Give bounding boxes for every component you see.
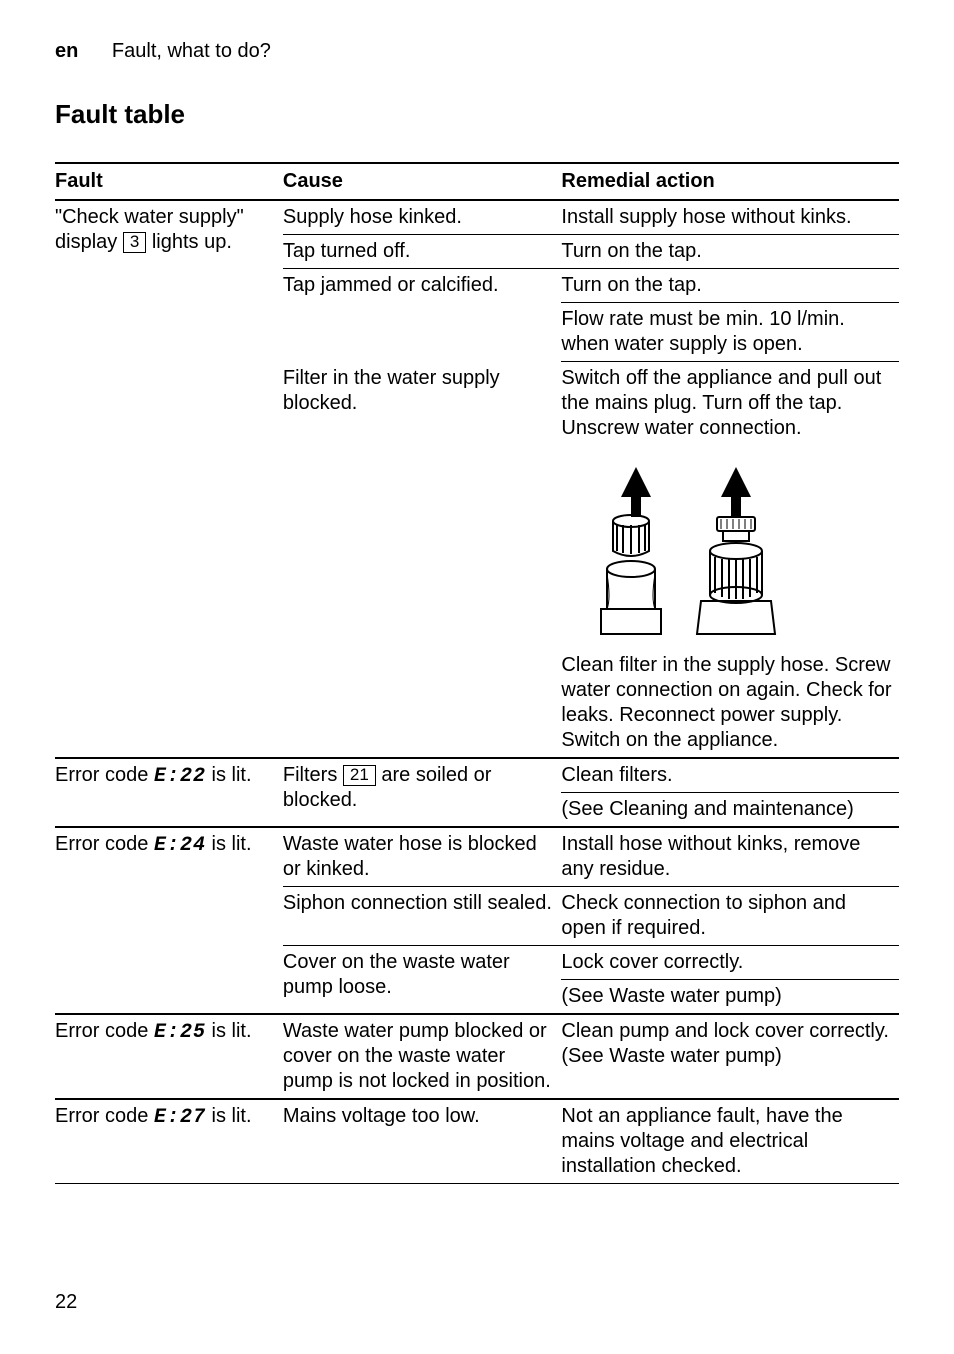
cause-cell: Waste water pump blocked or cover on the… — [283, 1014, 562, 1099]
remedial-cell: Install supply hose without kinks. — [561, 200, 899, 235]
remedial-cell: (See Waste water pump) — [561, 980, 899, 1015]
fault-cell-e25: Error code E:25 is lit. — [55, 1014, 283, 1099]
fault-cell-e27: Error code E:27 is lit. — [55, 1099, 283, 1184]
fault-cell-e24: Error code E:24 is lit. — [55, 827, 283, 1014]
page-number: 22 — [55, 1291, 77, 1314]
col-fault: Fault — [55, 163, 283, 200]
cause-cell: Filter in the water supply blocked. — [283, 362, 562, 759]
filters-ref-box: 21 — [343, 765, 376, 786]
error-code: E:27 — [154, 1106, 206, 1129]
fault-text: is lit. — [206, 1020, 252, 1042]
table-row: Error code E:25 is lit. Waste water pump… — [55, 1014, 899, 1099]
remedial-cell: Not an appliance fault, have the mains v… — [561, 1099, 899, 1184]
fault-text: Error code — [55, 1020, 154, 1042]
table-header-row: Fault Cause Remedial action — [55, 163, 899, 200]
remedial-cell: Install hose without kinks, remove any r… — [561, 827, 899, 887]
cause-cell: Mains voltage too low. — [283, 1099, 562, 1184]
remedial-cell: Clean filters. — [561, 758, 899, 793]
remedial-cell: Flow rate must be min. 10 l/min. when wa… — [561, 303, 899, 362]
table-row: "Check water supply" display 3 lights up… — [55, 200, 899, 235]
display-ref-box: 3 — [123, 232, 146, 253]
fault-text: is lit. — [206, 1105, 252, 1127]
lang-code: en — [55, 40, 78, 62]
cause-cell: Waste water hose is blocked or kinked. — [283, 827, 562, 887]
cause-cell: Filters 21 are soiled or blocked. — [283, 758, 562, 827]
fault-cell-e22: Error code E:22 is lit. — [55, 758, 283, 827]
cause-cell: Tap jammed or calcified. — [283, 269, 562, 362]
page-header: en Fault, what to do? — [55, 40, 899, 63]
section-title: Fault, what to do? — [112, 40, 271, 62]
cause-text: Filters — [283, 764, 343, 786]
illustration-cell — [561, 445, 899, 649]
table-row: Error code E:27 is lit. Mains voltage to… — [55, 1099, 899, 1184]
error-code: E:22 — [154, 765, 206, 788]
cause-cell: Supply hose kinked. — [283, 200, 562, 235]
fault-text: Error code — [55, 833, 154, 855]
remedial-cell: Clean filter in the supply hose. Screw w… — [561, 649, 899, 758]
fault-table: Fault Cause Remedial action "Check water… — [55, 162, 899, 1184]
fault-text: is lit. — [206, 764, 252, 786]
col-cause: Cause — [283, 163, 562, 200]
filter-illustration-icon — [561, 459, 811, 639]
remedial-cell: Turn on the tap. — [561, 235, 899, 269]
fault-text: Error code — [55, 1105, 154, 1127]
fault-text: Error code — [55, 764, 154, 786]
remedial-cell: Clean pump and lock cover correctly. (Se… — [561, 1014, 899, 1099]
remedial-cell: Switch off the appliance and pull out th… — [561, 362, 899, 446]
fault-cell-water-supply: "Check water supply" display 3 lights up… — [55, 200, 283, 758]
fault-text: is lit. — [206, 833, 252, 855]
table-row: Error code E:24 is lit. Waste water hose… — [55, 827, 899, 887]
table-row: Error code E:22 is lit. Filters 21 are s… — [55, 758, 899, 793]
remedial-cell: Lock cover correctly. — [561, 946, 899, 980]
cause-cell: Tap turned off. — [283, 235, 562, 269]
remedial-cell: Turn on the tap. — [561, 269, 899, 303]
error-code: E:25 — [154, 1021, 206, 1044]
error-code: E:24 — [154, 834, 206, 857]
cause-cell: Cover on the waste water pump loose. — [283, 946, 562, 1015]
cause-cell: Siphon connection still sealed. — [283, 887, 562, 946]
fault-table-heading: Fault table — [55, 99, 899, 130]
col-remedial: Remedial action — [561, 163, 899, 200]
remedial-cell: Check connection to siphon and open if r… — [561, 887, 899, 946]
fault-text: lights up. — [146, 231, 232, 253]
remedial-cell: (See Cleaning and maintenance) — [561, 793, 899, 828]
